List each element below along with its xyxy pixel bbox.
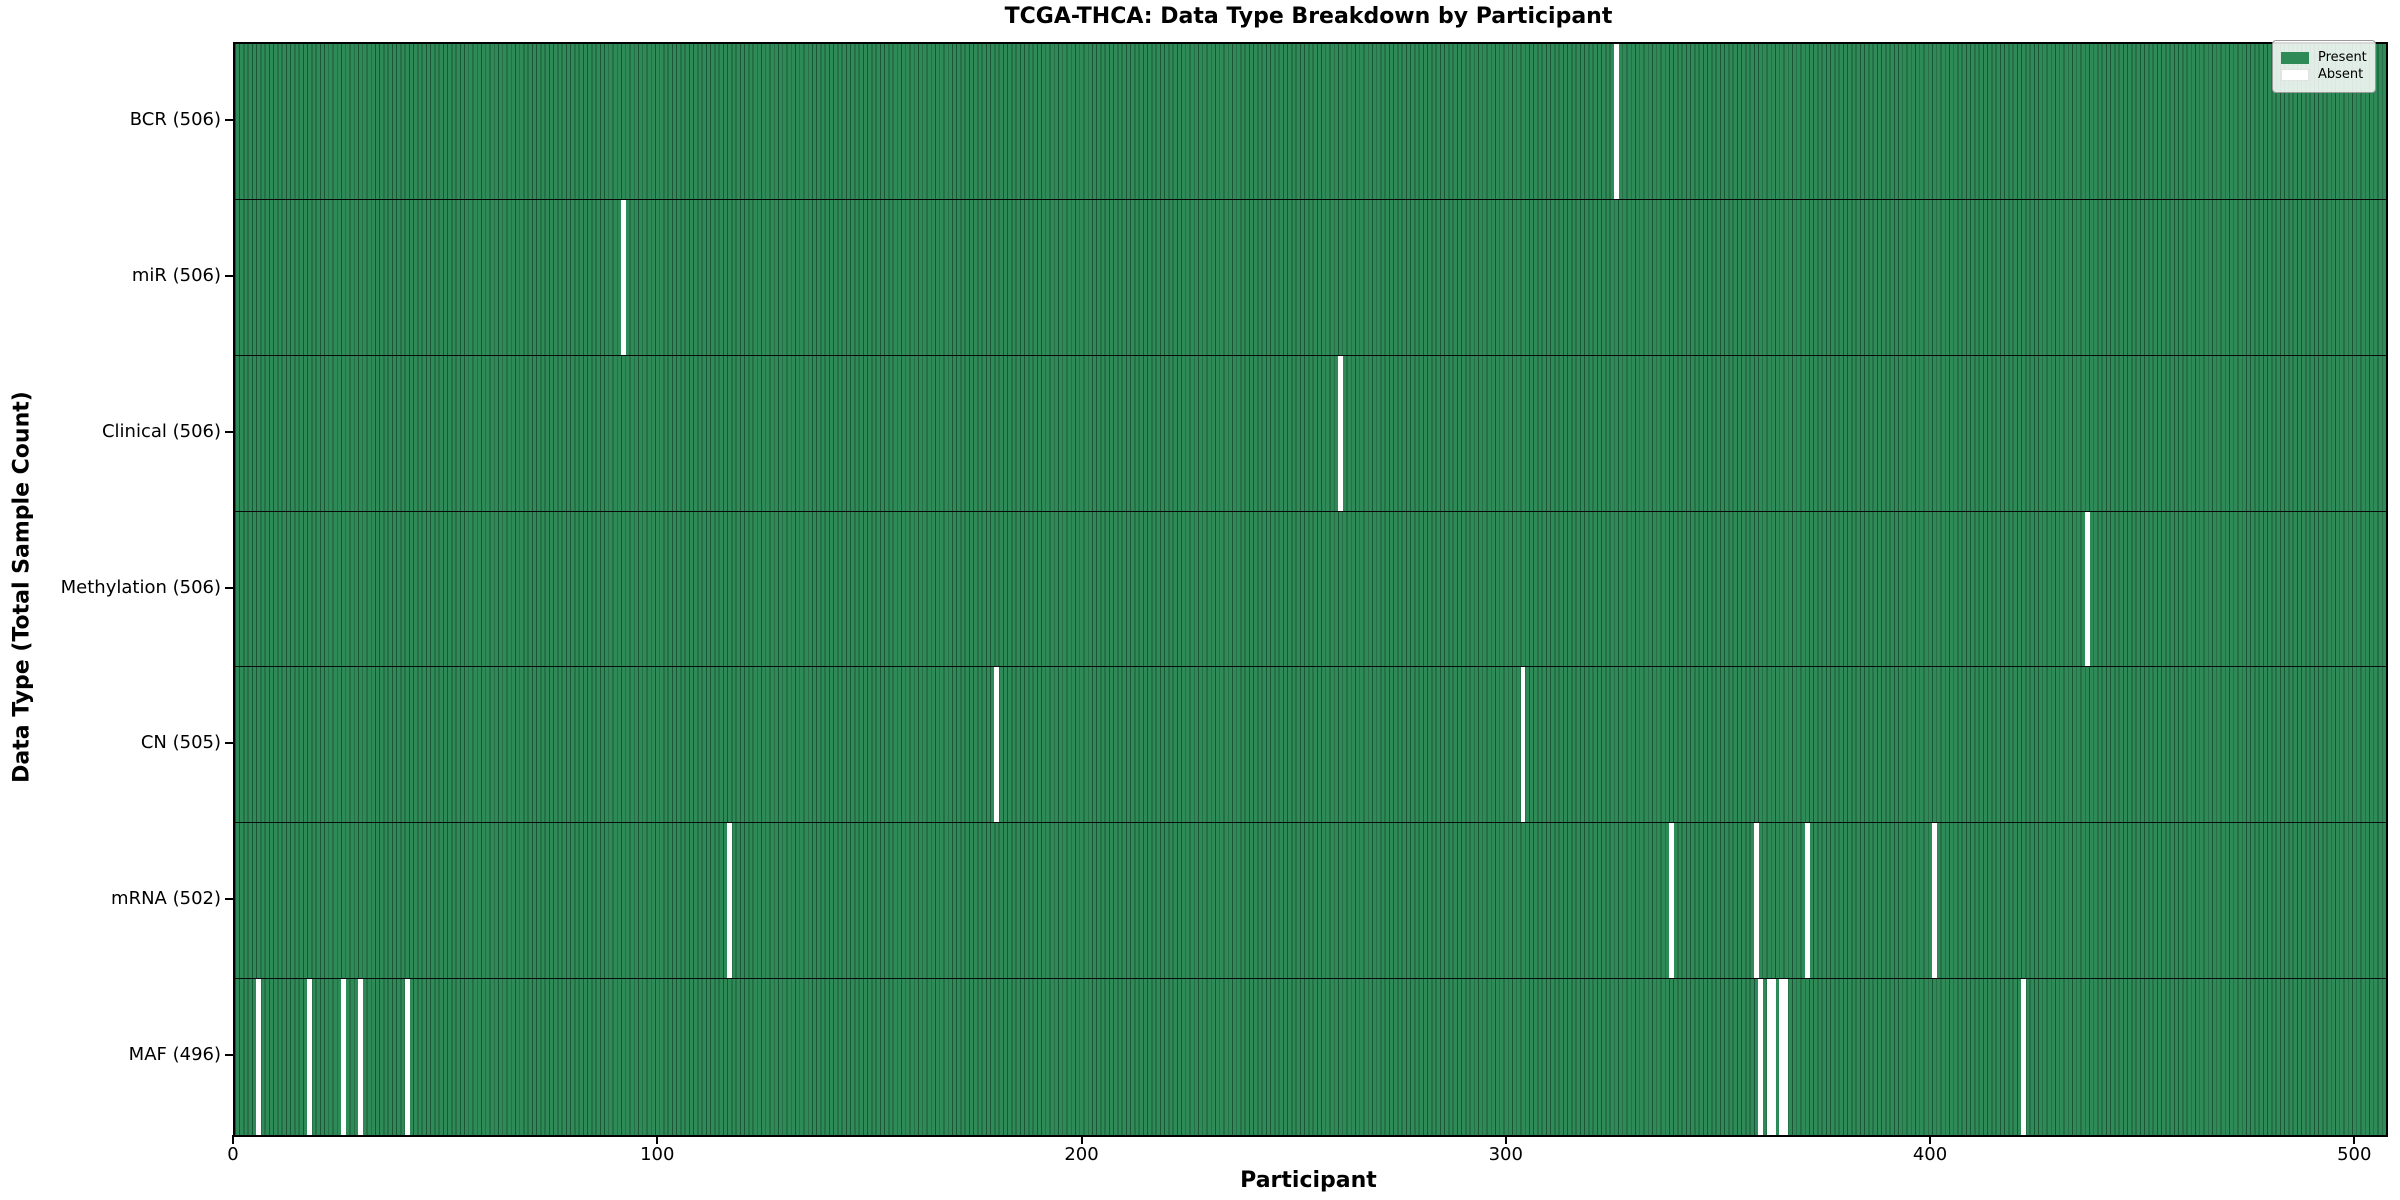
- y-tick-label-cn: CN (505): [140, 732, 221, 754]
- absent-gap-maf-362: [1770, 979, 1776, 1135]
- y-tick-label-mrna: mRNA (502): [111, 888, 221, 910]
- x-axis-label: Participant: [1240, 1168, 1377, 1193]
- absent-gap-maf-421: [2021, 979, 2026, 1135]
- absent-gap-maf-364: [1779, 979, 1785, 1135]
- absent-gap-maf-25: [341, 979, 346, 1135]
- y-tick-mark: [225, 430, 233, 433]
- absent-gap-maf-5: [256, 979, 262, 1135]
- absent-gap-mir-91: [621, 199, 626, 355]
- legend-absent-swatch: [2281, 69, 2309, 81]
- x-tick-mark: [2353, 1135, 2356, 1144]
- absent-gap-cn-303: [1520, 667, 1526, 823]
- y-tick-label-methylation: Methylation (506): [60, 576, 221, 598]
- absent-gap-maf-359: [1758, 979, 1763, 1135]
- x-tick-mark: [656, 1135, 659, 1144]
- plot-area: [233, 42, 2388, 1137]
- x-tick-label-0: 0: [227, 1144, 239, 1165]
- y-tick-label-bcr: BCR (506): [129, 108, 221, 130]
- legend: Present Absent: [2272, 40, 2376, 93]
- x-tick-label-400: 400: [1912, 1144, 1948, 1165]
- legend-present-swatch: [2281, 52, 2309, 64]
- absent-gap-mrna-116: [727, 823, 732, 979]
- absent-gap-mrna-400: [1932, 823, 1937, 979]
- legend-present-label: Present: [2318, 50, 2367, 65]
- legend-entry-absent: Absent: [2281, 68, 2367, 82]
- heatmap-row-cn: [235, 667, 2386, 824]
- x-tick-label-100: 100: [640, 1144, 675, 1165]
- y-tick-label-mir: miR (506): [131, 264, 221, 286]
- x-tick-label-300: 300: [1488, 1144, 1523, 1165]
- y-tick-mark: [225, 742, 233, 745]
- absent-gap-methylation-436: [2084, 511, 2090, 667]
- y-tick-label-maf: MAF (496): [128, 1044, 221, 1066]
- heatmap-row-methylation: [235, 511, 2386, 668]
- heatmap-row-mir: [235, 199, 2386, 356]
- absent-gap-mrna-338: [1669, 823, 1674, 979]
- absent-gap-maf-361: [1766, 979, 1772, 1135]
- x-tick-mark: [232, 1135, 234, 1144]
- y-tick-mark: [225, 898, 233, 901]
- x-tick-label-500: 500: [2337, 1144, 2372, 1165]
- heatmap-row-bcr: [235, 44, 2386, 200]
- legend-entry-present: Present: [2281, 51, 2367, 65]
- absent-gap-mrna-370: [1804, 823, 1810, 979]
- y-tick-label-clinical: Clinical (506): [101, 420, 221, 442]
- absent-gap-maf-40: [404, 979, 410, 1135]
- x-tick-mark: [1504, 1135, 1507, 1144]
- absent-gap-maf-29: [358, 979, 363, 1135]
- absent-gap-maf-17: [307, 979, 312, 1135]
- absent-gap-cn-179: [994, 667, 1000, 823]
- legend-absent-label: Absent: [2318, 67, 2364, 82]
- chart-title: TCGA-THCA: Data Type Breakdown by Partic…: [1004, 4, 1613, 29]
- absent-gap-mrna-358: [1753, 823, 1759, 979]
- y-tick-mark: [225, 118, 233, 121]
- absent-gap-bcr-325: [1613, 44, 1619, 199]
- x-tick-mark: [1080, 1135, 1083, 1144]
- x-tick-mark: [1929, 1135, 1932, 1144]
- heatmap-row-clinical: [235, 355, 2386, 512]
- x-tick-label-200: 200: [1064, 1144, 1099, 1165]
- heatmap-row-maf: [235, 979, 2386, 1135]
- y-tick-mark: [225, 586, 233, 589]
- y-tick-mark: [225, 274, 233, 277]
- absent-gap-maf-365: [1783, 979, 1789, 1135]
- heatmap-row-mrna: [235, 823, 2386, 980]
- y-tick-mark: [225, 1054, 233, 1057]
- absent-gap-clinical-260: [1338, 355, 1343, 511]
